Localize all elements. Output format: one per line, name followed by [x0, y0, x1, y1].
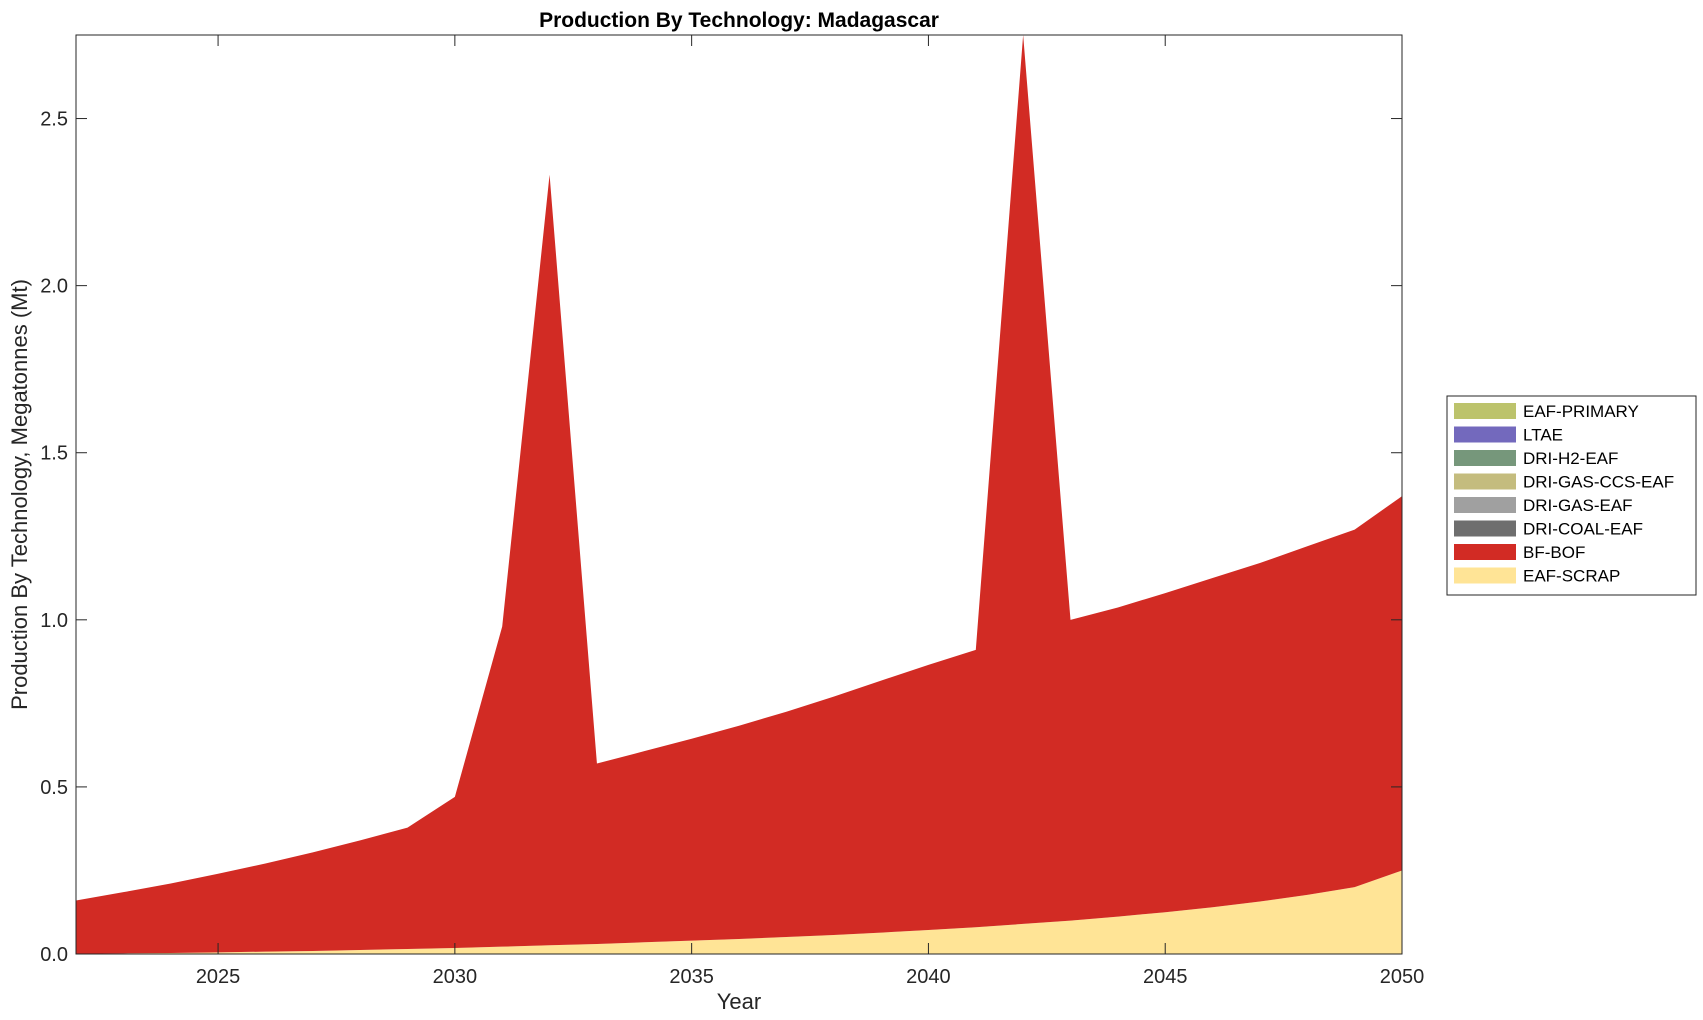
- y-tick-label: 0.5: [40, 777, 68, 799]
- legend-label: LTAE: [1523, 426, 1563, 445]
- legend-item-dri-gas-ccs-eaf: DRI-GAS-CCS-EAF: [1454, 473, 1674, 492]
- legend-item-dri-h2-eaf: DRI-H2-EAF: [1454, 449, 1618, 468]
- legend-item-ltae: LTAE: [1454, 426, 1563, 445]
- legend-swatch: [1454, 520, 1516, 537]
- legend-swatch: [1454, 426, 1516, 443]
- x-tick-label: 2030: [433, 966, 478, 988]
- area-eaf-scrap: [76, 870, 1402, 954]
- legend-items: EAF-PRIMARY LTAE DRI-H2-EAF DRI-GAS-CCS-EAF…: [1454, 402, 1674, 586]
- x-tick-label: 2025: [196, 966, 241, 988]
- x-tick-label: 2045: [1143, 966, 1188, 988]
- x-tick-label: 2040: [906, 966, 951, 988]
- legend-item-bf-bof: BF-BOF: [1454, 543, 1585, 562]
- legend-swatch: [1454, 403, 1516, 419]
- legend-label: DRI-COAL-EAF: [1523, 520, 1643, 539]
- y-axis-title: Production By Technology, Megatonnes (Mt…: [7, 279, 32, 710]
- legend-label: EAF-SCRAP: [1523, 567, 1620, 586]
- plot-frame: [75, 34, 1403, 955]
- area-bf-bof: [76, 35, 1402, 954]
- legend-label: EAF-PRIMARY: [1523, 402, 1639, 421]
- x-axis-title: Year: [717, 989, 761, 1014]
- legend-swatch: [1454, 497, 1516, 513]
- y-tick-label: 2.0: [40, 276, 68, 298]
- y-tick-label: 0.0: [40, 944, 68, 966]
- x-tick-label: 2050: [1380, 966, 1425, 988]
- y-tick-label: 1.5: [40, 443, 68, 465]
- legend-item-dri-coal-eaf: DRI-COAL-EAF: [1454, 520, 1643, 539]
- legend-label: DRI-GAS-CCS-EAF: [1523, 473, 1674, 492]
- legend-swatch: [1454, 567, 1516, 584]
- stacked-areas: [76, 35, 1402, 954]
- y-tick-label: 2.5: [40, 109, 68, 131]
- x-tick-label: 2035: [669, 966, 714, 988]
- chart-title: Production By Technology: Madagascar: [539, 9, 939, 32]
- legend-item-eaf-primary: EAF-PRIMARY: [1454, 402, 1639, 421]
- legend-label: DRI-H2-EAF: [1523, 449, 1618, 468]
- legend: EAF-PRIMARY LTAE DRI-H2-EAF DRI-GAS-CCS-EAF…: [1446, 395, 1697, 596]
- legend-label: BF-BOF: [1523, 543, 1585, 562]
- y-tick-labels: 0.0 0.5 1.0 1.5 2.0 2.5: [40, 109, 68, 966]
- legend-item-dri-gas-eaf: DRI-GAS-EAF: [1454, 496, 1633, 515]
- x-tick-labels: 2025 2030 2035 2040 2045 2050: [196, 966, 1424, 988]
- y-tick-label: 1.0: [40, 610, 68, 632]
- legend-label: DRI-GAS-EAF: [1523, 496, 1633, 515]
- legend-item-eaf-scrap: EAF-SCRAP: [1454, 567, 1620, 586]
- legend-swatch: [1454, 473, 1516, 490]
- legend-swatch: [1454, 544, 1516, 560]
- legend-swatch: [1454, 450, 1516, 466]
- axis-ticks: [76, 35, 1403, 955]
